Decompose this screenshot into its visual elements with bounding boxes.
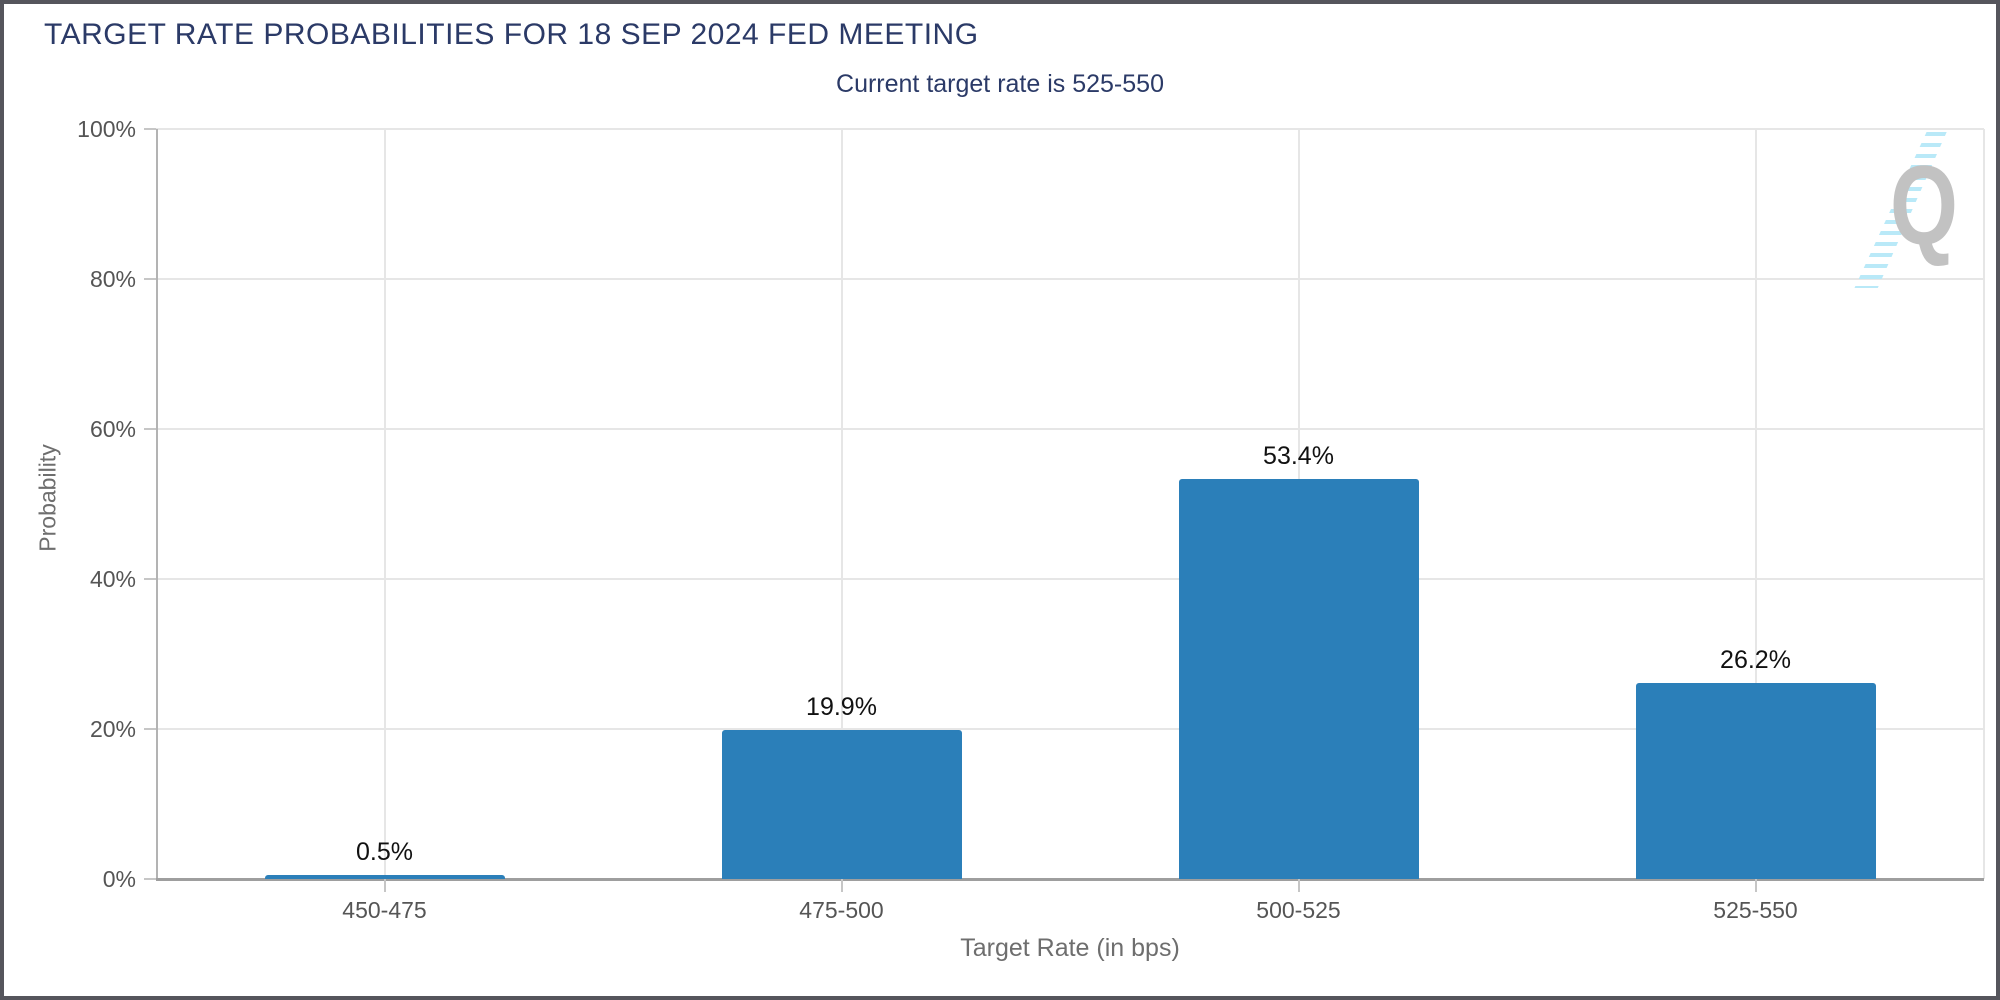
y-axis-tick-label: 20% — [89, 716, 136, 742]
y-axis-tick — [144, 278, 156, 280]
y-axis-tick — [144, 578, 156, 580]
y-axis-tick-label: 40% — [89, 566, 136, 592]
plot-area: 0% 20% 40% 60% 80% 100% 0.5% 450-475 19.9% 475-50… — [4, 4, 1996, 996]
gridline-horizontal — [156, 728, 1984, 730]
y-axis-tick — [144, 128, 156, 130]
y-axis-title: Probability — [34, 444, 61, 552]
logo-q-letter: Q — [1890, 143, 1958, 268]
gridline-vertical — [840, 129, 843, 879]
y-axis-tick-label: 0% — [102, 866, 136, 892]
x-axis-tick-label: 475-500 — [799, 897, 884, 923]
x-axis-tick-label: 450-475 — [342, 897, 427, 923]
gridline-horizontal — [156, 428, 1984, 430]
gridline-vertical — [1754, 129, 1757, 879]
gridline-horizontal — [156, 278, 1984, 280]
y-axis-tick — [144, 728, 156, 730]
x-axis-tick-label: 500-525 — [1256, 897, 1341, 923]
x-axis-line — [156, 878, 1984, 881]
y-axis-tick-label: 80% — [89, 266, 136, 292]
x-axis-tick — [840, 879, 843, 892]
gridline-horizontal — [156, 578, 1984, 580]
bar-value-label: 0.5% — [356, 838, 413, 867]
x-axis-tick-label: 525-550 — [1713, 897, 1798, 923]
y-axis-tick-label: 100% — [77, 116, 136, 142]
bar-value-label: 26.2% — [1720, 645, 1791, 674]
y-axis-tick — [144, 878, 156, 880]
bar-450-475[interactable] — [264, 875, 505, 879]
gridline-horizontal — [156, 128, 1984, 130]
chart-title: TARGET RATE PROBABILITIES FOR 18 SEP 202… — [44, 18, 979, 51]
x-axis-tick — [1754, 879, 1757, 892]
y-axis-tick-label: 60% — [89, 416, 136, 442]
chart-subtitle: Current target rate is 525-550 — [836, 70, 1164, 98]
logo-watermark: Q — [1844, 128, 1984, 293]
x-axis-tick — [383, 879, 386, 892]
bar-525-550[interactable] — [1635, 682, 1876, 879]
bar-500-525[interactable] — [1178, 478, 1419, 879]
x-axis-title: Target Rate (in bps) — [960, 934, 1180, 962]
bar-475-500[interactable] — [721, 729, 962, 879]
y-axis-line — [156, 129, 158, 879]
bar-value-label: 53.4% — [1263, 441, 1334, 470]
x-axis-tick — [1297, 879, 1300, 892]
gridline-vertical-right-edge — [1983, 129, 1985, 879]
gridline-vertical — [383, 129, 386, 879]
bar-value-label: 19.9% — [806, 692, 877, 721]
y-axis-tick — [144, 428, 156, 430]
